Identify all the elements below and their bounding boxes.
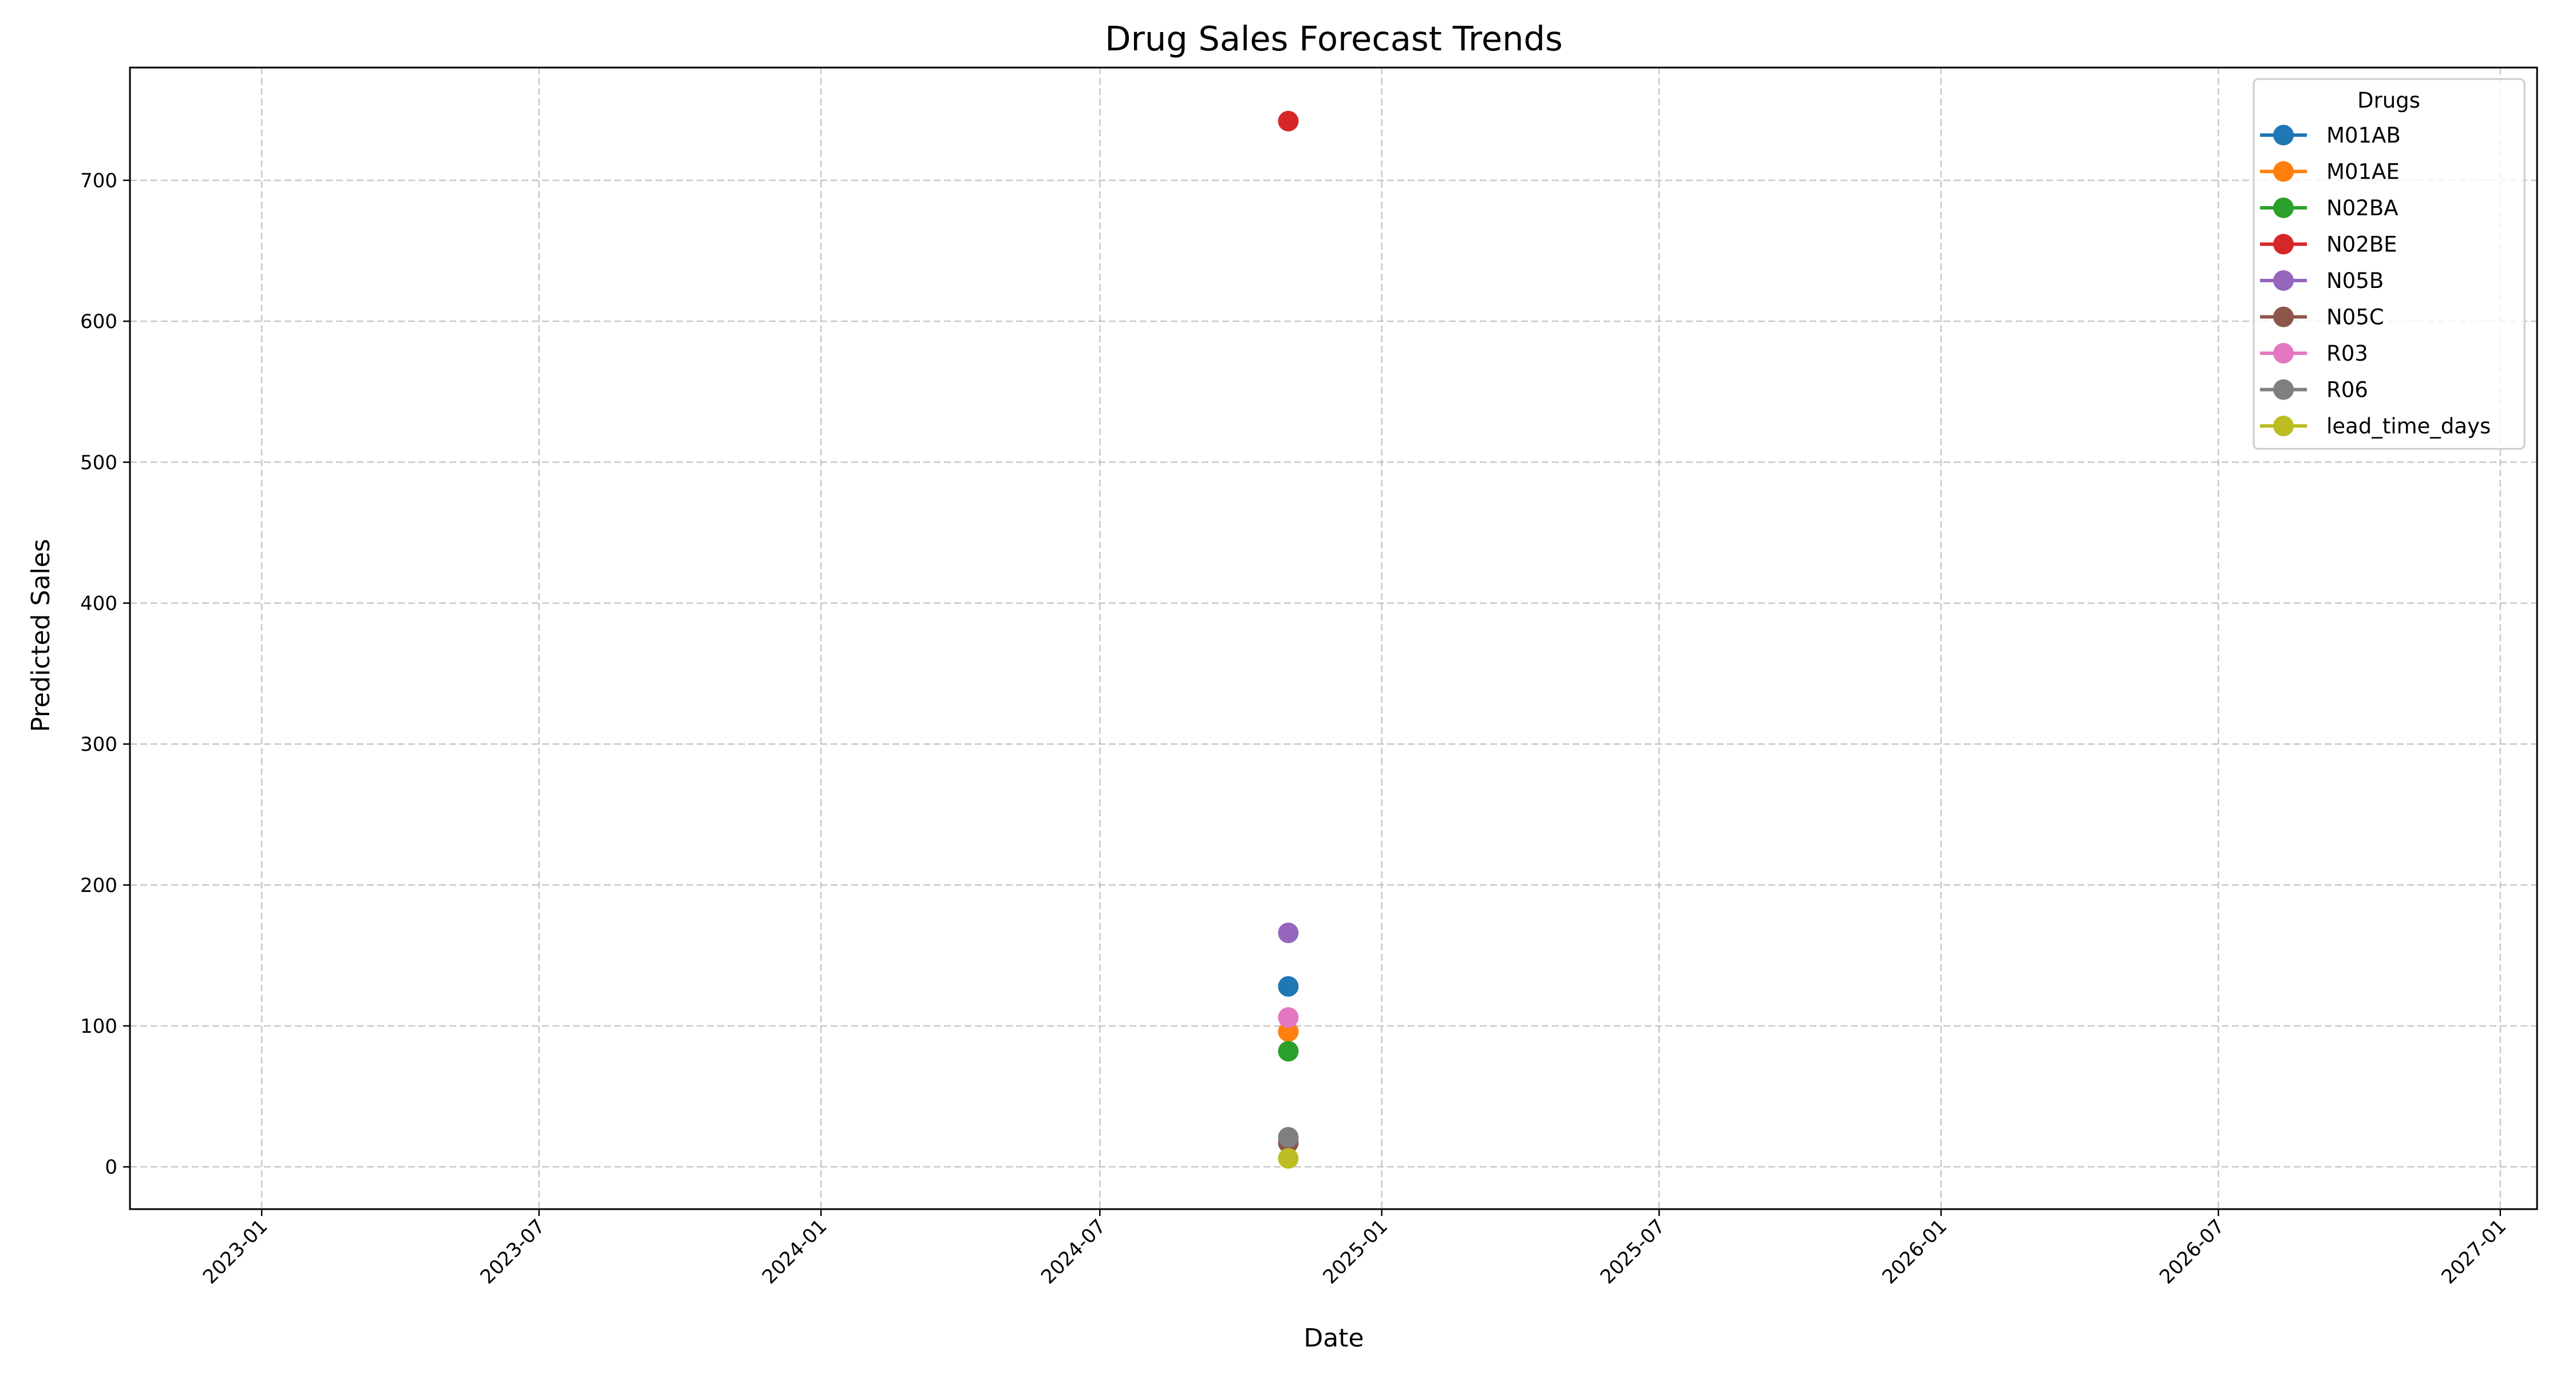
series-M01AE <box>1278 1021 1299 1042</box>
legend-item: R03 <box>2260 341 2368 366</box>
legend-label: N05B <box>2326 269 2384 293</box>
plot-frame <box>129 66 2538 1210</box>
data-point <box>1278 1127 1299 1148</box>
data-point <box>1278 1007 1299 1028</box>
y-tick-label: 100 <box>80 1015 117 1038</box>
y-tick-label: 500 <box>80 451 117 474</box>
series-R03 <box>1278 1007 1299 1028</box>
legend-label: R06 <box>2326 378 2368 402</box>
legend-marker <box>2273 161 2294 182</box>
legend-label: M01AB <box>2326 123 2401 148</box>
legend-marker <box>2273 306 2294 327</box>
legend-marker <box>2273 125 2294 145</box>
legend-item: R06 <box>2260 378 2368 402</box>
legend-marker <box>2273 198 2294 218</box>
legend-label: N02BE <box>2326 232 2397 257</box>
legend-item: N02BA <box>2260 196 2398 220</box>
chart-title: Drug Sales Forecast Trends <box>1105 19 1563 58</box>
legend-label: N05C <box>2326 305 2384 330</box>
y-tick-label: 700 <box>80 169 117 192</box>
y-tick-label: 300 <box>80 733 117 756</box>
legend-marker <box>2273 343 2294 364</box>
y-tick-label: 200 <box>80 874 117 897</box>
data-point <box>1278 1148 1299 1169</box>
legend-item: N05B <box>2260 269 2384 293</box>
data-point <box>1278 976 1299 997</box>
data-marks <box>1278 110 1299 1169</box>
legend-item: N02BE <box>2260 232 2397 257</box>
legend-label: lead_time_days <box>2326 414 2491 439</box>
legend-label: M01AE <box>2326 160 2400 184</box>
legend: Drugs M01AB M01AE N02BA N02BE N05B N05C R03 R06… <box>2253 78 2526 450</box>
y-axis-label: Predicted Sales <box>26 539 56 732</box>
legend-box <box>2253 78 2526 450</box>
legend-item: M01AE <box>2260 160 2400 184</box>
legend-marker <box>2273 379 2294 400</box>
series-M01AB <box>1278 976 1299 997</box>
y-tick-label: 400 <box>80 592 117 615</box>
legend-item: M01AB <box>2260 123 2401 148</box>
x-axis-label: Date <box>1303 1324 1364 1353</box>
legend-marker <box>2273 234 2294 255</box>
legend-label: R03 <box>2326 341 2368 366</box>
legend-item: lead_time_days <box>2260 414 2491 439</box>
series-N02BA <box>1278 1041 1299 1062</box>
legend-marker <box>2273 270 2294 291</box>
y-tick-label: 600 <box>80 310 117 333</box>
series-N02BE <box>1278 110 1299 132</box>
data-point <box>1278 1041 1299 1062</box>
legend-items: M01AB M01AE N02BA N02BE N05B N05C R03 R06 lead_t… <box>2260 123 2491 439</box>
legend-title: Drugs <box>2357 88 2420 113</box>
data-point <box>1278 110 1299 132</box>
legend-item: N05C <box>2260 305 2384 330</box>
legend-label: N02BA <box>2326 196 2398 220</box>
series-lead_time_days <box>1278 1148 1299 1169</box>
series-N05B <box>1278 922 1299 943</box>
data-point <box>1278 922 1299 943</box>
data-point <box>1278 1021 1299 1042</box>
y-tick-label: 0 <box>105 1156 117 1179</box>
series-R06 <box>1278 1127 1299 1148</box>
legend-marker <box>2273 416 2294 436</box>
